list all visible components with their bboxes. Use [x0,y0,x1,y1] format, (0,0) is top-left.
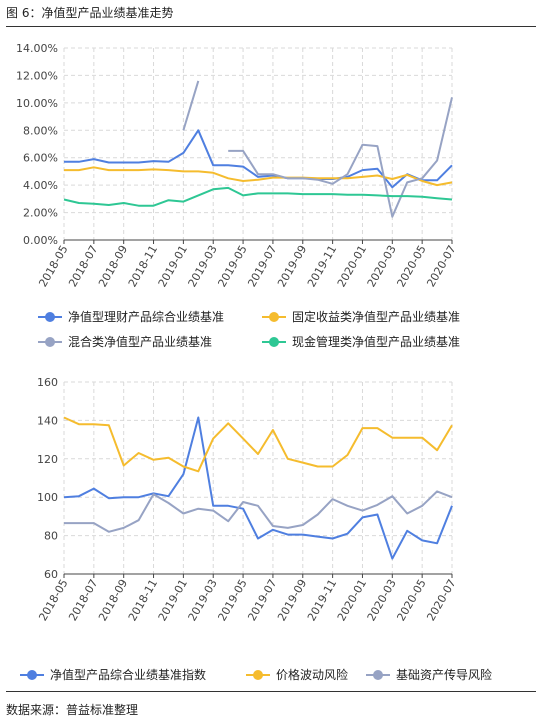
x-tick-label: 2020-07 [424,577,458,623]
legend-label: 固定收益类净值型产品业绩基准 [292,308,460,325]
y-tick-label: 6.00% [23,152,58,165]
y-tick-label: 80 [44,530,58,543]
y-tick-label: 140 [37,414,58,427]
series-line [64,418,452,472]
figure-title: 图 6：净值型产品业绩基准走势 [6,4,173,21]
y-tick-label: 10.00% [16,97,58,110]
benchmark-index-chart: 60801001201401602018-052018-072018-09201… [0,370,542,630]
source-note: 数据来源：普益标准整理 [6,701,138,718]
legend-label: 价格波动风险 [276,666,348,683]
y-tick-label: 4.00% [23,179,58,192]
legend-label: 现金管理类净值型产品业绩基准 [292,333,460,350]
y-tick-label: 12.00% [16,69,58,82]
series-3 [64,188,452,206]
series-line [183,81,198,130]
legend-item[interactable]: 价格波动风险 [246,666,348,683]
legend-swatch [38,336,62,348]
legend-swatch [20,669,44,681]
legend-item[interactable]: 净值型产品综合业绩基准指数 [20,666,206,683]
legend-swatch [366,669,390,681]
legend-item[interactable]: 基础资产传导风险 [366,666,492,683]
legend-label: 净值型产品综合业绩基准指数 [50,666,206,683]
legend-item[interactable]: 固定收益类净值型产品业绩基准 [262,308,460,325]
benchmark-rate-chart: 0.00% 2.00% 4.00% 6.00% 8.00% 10.00% 12.00% 14.… [0,30,542,290]
series-line [64,188,452,206]
y-tick-label: 2.00% [23,207,58,220]
series-1 [64,418,452,472]
legend-item[interactable]: 净值型理财产品综合业绩基准 [38,308,224,325]
y-tick-label: 60 [44,568,58,581]
y-tick-label: 0.00% [23,234,58,247]
y-tick-label: 100 [37,491,58,504]
legend-label: 基础资产传导风险 [396,666,492,683]
y-tick-label: 120 [37,453,58,466]
y-tick-label: 160 [37,376,58,389]
legend-swatch [262,336,286,348]
legend-label: 净值型理财产品综合业绩基准 [68,308,224,325]
y-tick-label: 8.00% [23,124,58,137]
legend-item[interactable]: 现金管理类净值型产品业绩基准 [262,333,460,350]
legend-swatch [262,311,286,323]
top-rule [6,26,536,27]
series-line [228,97,452,216]
legend-item[interactable]: 混合类净值型产品业绩基准 [38,333,212,350]
legend-label: 混合类净值型产品业绩基准 [68,333,212,350]
x-tick-label: 2020-07 [424,243,458,289]
y-tick-label: 14.00% [16,42,58,55]
bottom-rule [6,691,536,692]
legend-swatch [246,669,270,681]
legend-swatch [38,311,62,323]
